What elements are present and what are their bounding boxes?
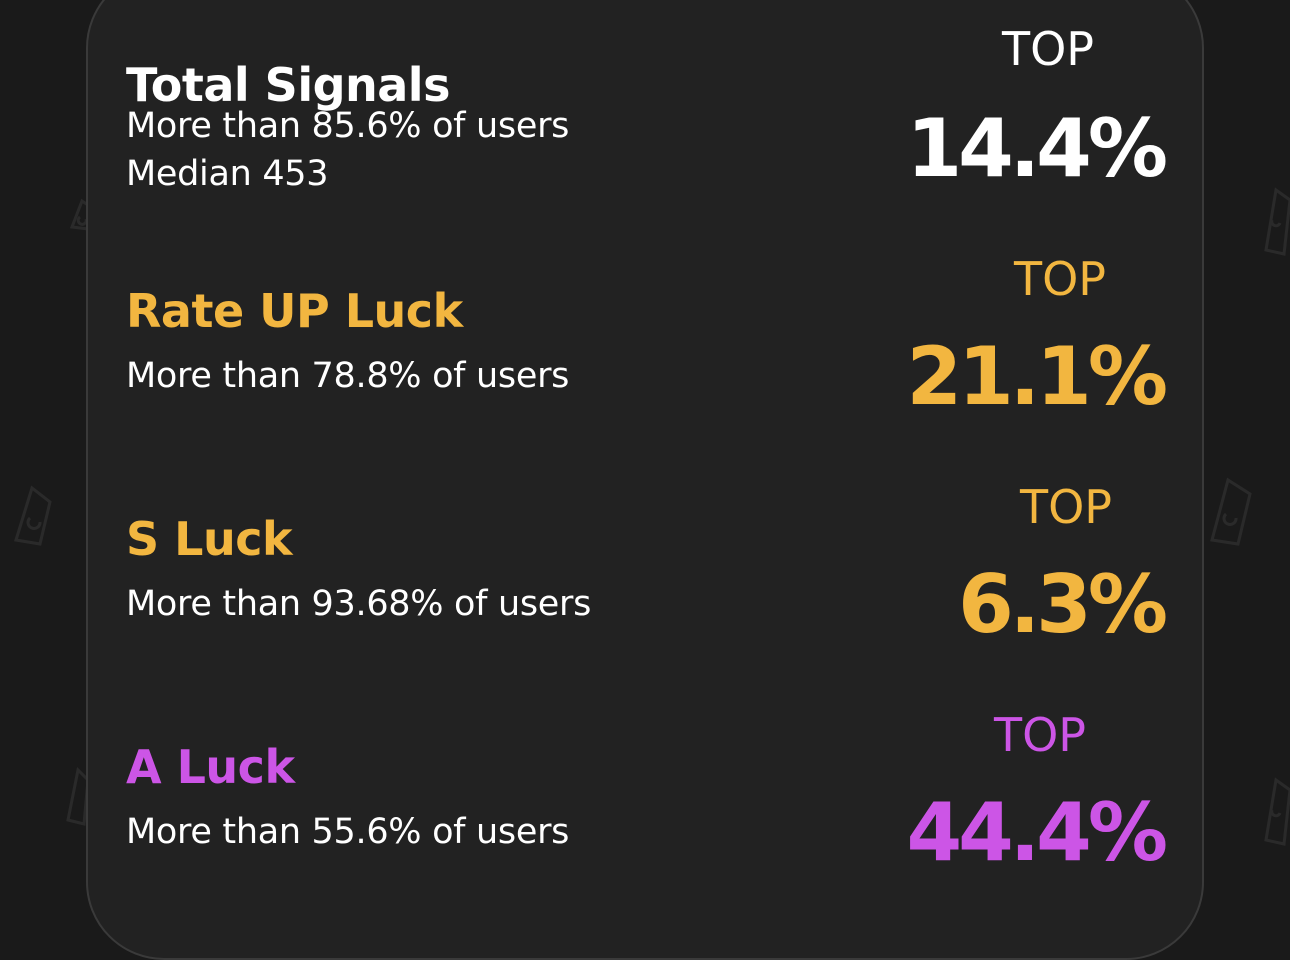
stat-desc-line: More than 78.8% of users: [126, 356, 570, 396]
stat-title: Rate UP Luck: [126, 284, 463, 338]
stat-desc-line: More than 93.68% of users: [126, 584, 592, 624]
stat-description: More than 93.68% of users: [126, 580, 591, 628]
rank-value: 14.4%: [906, 102, 1168, 195]
rank-label: TOP: [1019, 480, 1113, 534]
rank-value: 21.1%: [906, 330, 1168, 423]
stat-description: More than 78.8% of users: [126, 352, 569, 400]
rank-label: TOP: [1013, 252, 1107, 306]
background-pattern-icon: [1264, 777, 1290, 846]
rank-value: 44.4%: [906, 786, 1168, 879]
stat-title: A Luck: [126, 740, 295, 794]
background-pattern-icon: [14, 485, 52, 546]
background-pattern-icon: [1264, 187, 1290, 256]
stat-desc-line: Median 453: [126, 154, 329, 194]
rank-value: 6.3%: [958, 558, 1168, 651]
stat-title: Total Signals: [126, 58, 450, 112]
stat-title: S Luck: [126, 512, 293, 566]
luck-stats-card: Total Signals More than 85.6% of users M…: [86, 0, 1204, 960]
stat-desc-line: More than 55.6% of users: [126, 812, 570, 852]
rank-label: TOP: [1001, 22, 1095, 76]
background-pattern-icon: [1210, 477, 1252, 546]
stat-desc-line: More than 85.6% of users: [126, 106, 570, 146]
stat-description: More than 55.6% of users: [126, 808, 569, 856]
rank-label: TOP: [993, 708, 1087, 762]
stat-description: More than 85.6% of users Median 453: [126, 102, 569, 198]
